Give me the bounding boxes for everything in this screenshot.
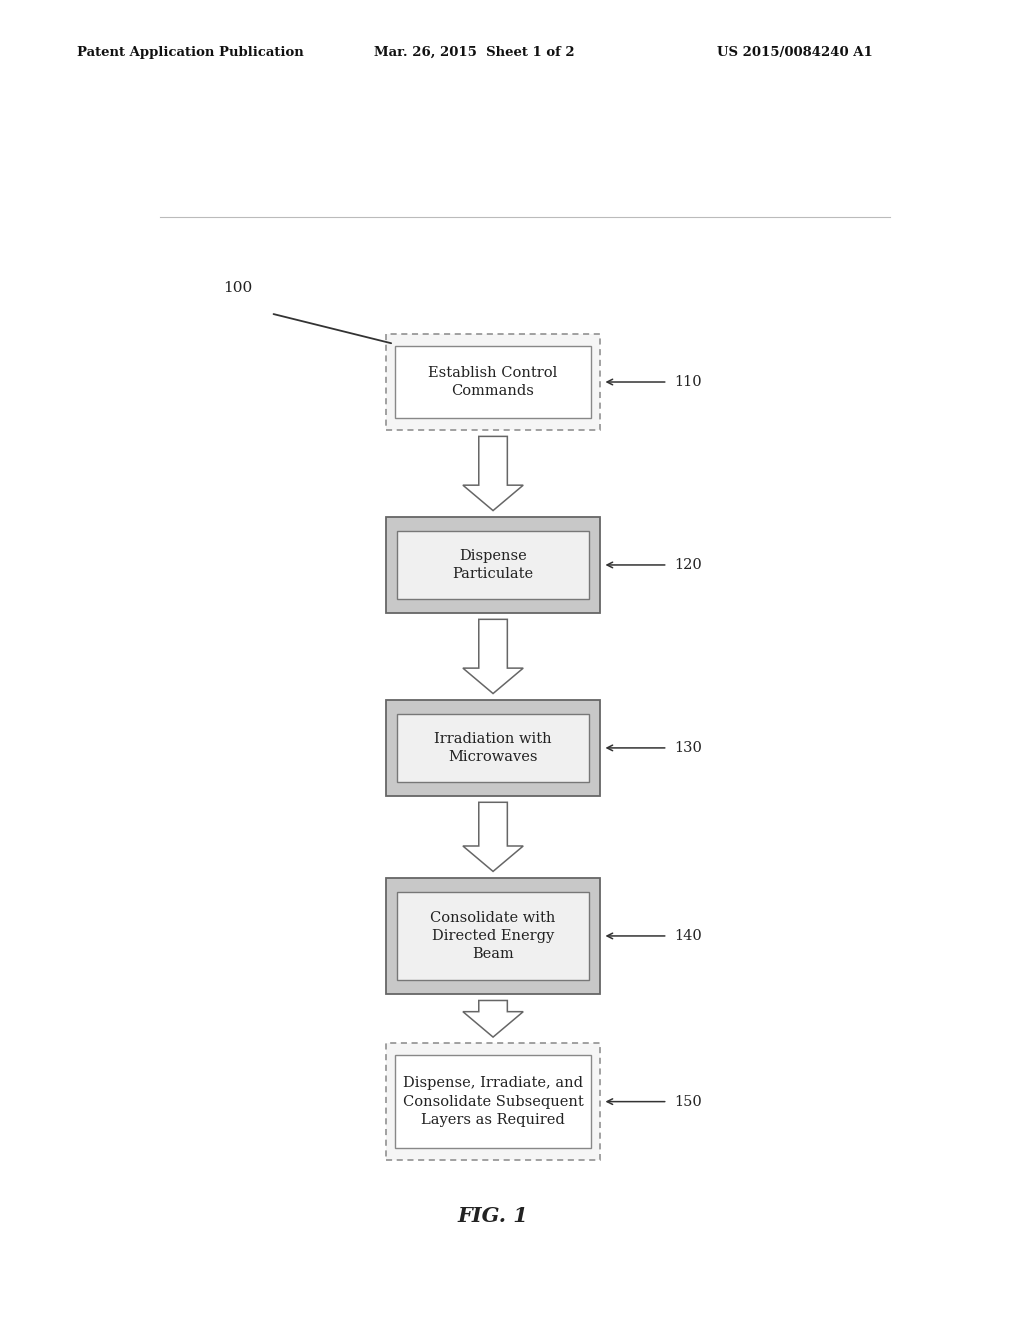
Bar [397, 892, 589, 981]
Bar [386, 516, 600, 614]
Bar [397, 714, 589, 781]
Text: Irradiation with
Microwaves: Irradiation with Microwaves [434, 731, 552, 764]
Text: 150: 150 [674, 1094, 701, 1109]
Text: 100: 100 [223, 281, 253, 294]
Text: Dispense
Particulate: Dispense Particulate [453, 549, 534, 581]
Text: Mar. 26, 2015  Sheet 1 of 2: Mar. 26, 2015 Sheet 1 of 2 [374, 46, 574, 59]
Text: 120: 120 [674, 558, 701, 572]
Polygon shape [463, 619, 523, 693]
Polygon shape [463, 1001, 523, 1038]
Text: US 2015/0084240 A1: US 2015/0084240 A1 [717, 46, 872, 59]
Text: Dispense, Irradiate, and
Consolidate Subsequent
Layers as Required: Dispense, Irradiate, and Consolidate Sub… [402, 1076, 584, 1127]
Bar [395, 346, 591, 418]
Bar [386, 878, 600, 994]
Polygon shape [463, 803, 523, 871]
Text: Patent Application Publication: Patent Application Publication [77, 46, 303, 59]
Bar [386, 700, 600, 796]
Text: 130: 130 [674, 741, 701, 755]
Text: Establish Control
Commands: Establish Control Commands [428, 366, 558, 399]
Text: 110: 110 [674, 375, 701, 389]
Text: FIG. 1: FIG. 1 [458, 1205, 528, 1226]
Text: Consolidate with
Directed Energy
Beam: Consolidate with Directed Energy Beam [430, 911, 556, 961]
Bar [395, 1056, 591, 1148]
Bar [386, 1043, 600, 1160]
Polygon shape [463, 437, 523, 511]
Text: 140: 140 [674, 929, 701, 942]
Bar [397, 531, 589, 599]
Bar [386, 334, 600, 430]
